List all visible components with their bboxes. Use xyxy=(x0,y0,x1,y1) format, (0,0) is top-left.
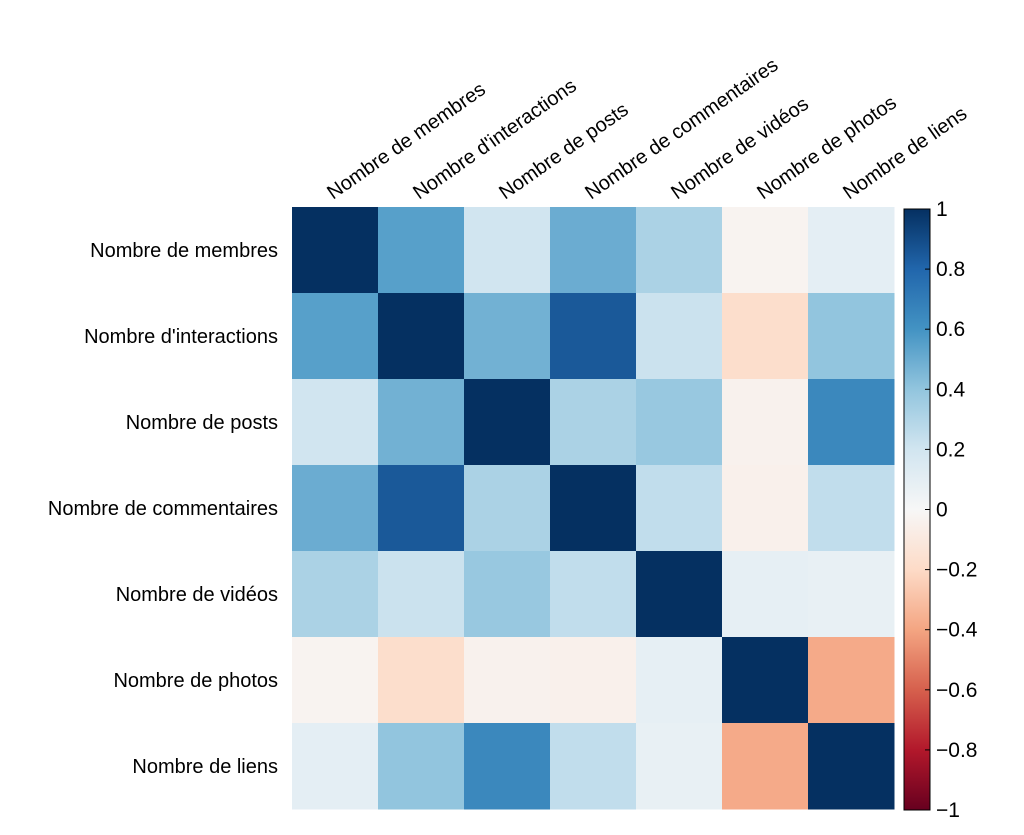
column-label: Nombre de membres xyxy=(323,78,489,204)
row-label: Nombre de membres xyxy=(90,240,278,262)
column-label: Nombre de photos xyxy=(753,92,900,204)
heatmap-cell-r0-c5 xyxy=(722,207,809,294)
colorbar-tick-label: 1 xyxy=(936,198,948,221)
row-label: Nombre de commentaires xyxy=(48,498,278,520)
heatmap-cell-r6-c1 xyxy=(378,723,465,810)
heatmap-cell-r2-c5 xyxy=(722,379,809,466)
heatmap-cell-r3-c1 xyxy=(378,465,465,552)
colorbar-tick-label: −1 xyxy=(936,799,960,822)
heatmap-cell-r0-c2 xyxy=(464,207,551,294)
heatmap-cell-r5-c6 xyxy=(808,637,895,724)
heatmap-cell-r0-c6 xyxy=(808,207,895,294)
heatmap-cell-r4-c4 xyxy=(636,551,723,638)
heatmap-cell-r1-c1 xyxy=(378,293,465,380)
row-label: Nombre d'interactions xyxy=(84,326,278,348)
heatmap-cell-r4-c0 xyxy=(292,551,379,638)
colorbar-tick-label: 0.2 xyxy=(936,438,965,461)
row-label: Nombre de vidéos xyxy=(116,584,278,606)
heatmap-cell-r2-c6 xyxy=(808,379,895,466)
heatmap-cell-r4-c6 xyxy=(808,551,895,638)
colorbar-tick-label: 0 xyxy=(936,499,948,522)
colorbar-tick-label: −0.2 xyxy=(936,559,977,582)
heatmap-cell-r4-c3 xyxy=(550,551,637,638)
heatmap-cell-r5-c1 xyxy=(378,637,465,724)
row-label: Nombre de posts xyxy=(126,412,278,434)
heatmap-cell-r1-c3 xyxy=(550,293,637,380)
heatmap-cell-r6-c2 xyxy=(464,723,551,810)
column-label: Nombre d'interactions xyxy=(409,75,580,204)
heatmap-cell-r1-c4 xyxy=(636,293,723,380)
heatmap-cell-r6-c5 xyxy=(722,723,809,810)
heatmap-cell-r3-c4 xyxy=(636,465,723,552)
heatmap-cell-r5-c2 xyxy=(464,637,551,724)
heatmap-cell-r1-c2 xyxy=(464,293,551,380)
heatmap-cell-r1-c0 xyxy=(292,293,379,380)
heatmap-cell-r3-c2 xyxy=(464,465,551,552)
heatmap-cell-r0-c0 xyxy=(292,207,379,294)
heatmap-cell-r0-c4 xyxy=(636,207,723,294)
colorbar-tick-label: −0.8 xyxy=(936,739,977,762)
heatmap-cell-r4-c5 xyxy=(722,551,809,638)
colorbar-tick-label: −0.6 xyxy=(936,679,977,702)
heatmap-cell-r2-c3 xyxy=(550,379,637,466)
heatmap-cell-r0-c1 xyxy=(378,207,465,294)
heatmap-cell-r5-c0 xyxy=(292,637,379,724)
heatmap-cell-r4-c2 xyxy=(464,551,551,638)
heatmap-cell-r6-c3 xyxy=(550,723,637,810)
heatmap-cell-r2-c4 xyxy=(636,379,723,466)
heatmap-cell-r6-c4 xyxy=(636,723,723,810)
colorbar-tick-label: 0.4 xyxy=(936,378,966,401)
heatmap-cell-r4-c1 xyxy=(378,551,465,638)
heatmap-cell-r2-c2 xyxy=(464,379,551,466)
heatmap-cell-r3-c0 xyxy=(292,465,379,552)
heatmap-cell-r5-c5 xyxy=(722,637,809,724)
heatmap-cell-r1-c6 xyxy=(808,293,895,380)
heatmap-cell-r6-c6 xyxy=(808,723,895,810)
heatmap-cell-r5-c3 xyxy=(550,637,637,724)
heatmap-cell-r2-c1 xyxy=(378,379,465,466)
heatmap-cell-r3-c3 xyxy=(550,465,637,552)
heatmap-cell-r0-c3 xyxy=(550,207,637,294)
heatmap-cell-r3-c5 xyxy=(722,465,809,552)
colorbar-tick-label: 0.6 xyxy=(936,318,965,341)
row-label: Nombre de liens xyxy=(132,756,278,778)
heatmap-cell-r3-c6 xyxy=(808,465,895,552)
heatmap-cell-r2-c0 xyxy=(292,379,379,466)
heatmap-cell-r6-c0 xyxy=(292,723,379,810)
colorbar-tick-label: −0.4 xyxy=(936,619,978,642)
colorbar-tick-label: 0.8 xyxy=(936,258,965,281)
heatmap-cell-r5-c4 xyxy=(636,637,723,724)
row-label: Nombre de photos xyxy=(113,670,278,692)
heatmap-cell-r1-c5 xyxy=(722,293,809,380)
